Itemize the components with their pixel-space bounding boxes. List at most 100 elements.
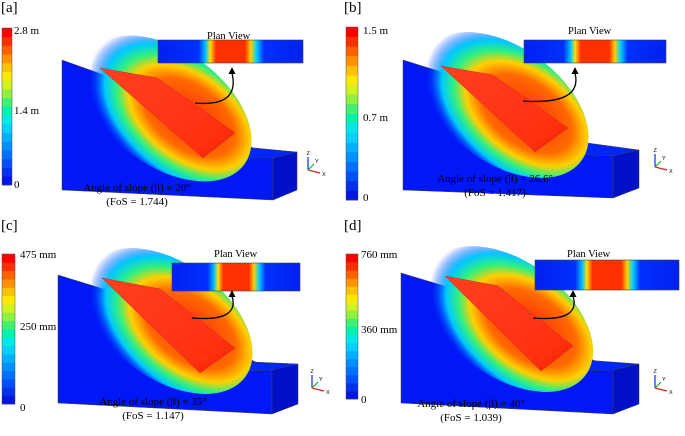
colorbar-max-label: 1.5 m: [363, 25, 389, 37]
plan-view-title: Plan View: [567, 249, 611, 260]
z-axis-letter: Z: [654, 148, 658, 154]
colorbar-band: [2, 370, 15, 380]
panel-label: [a]: [1, 0, 18, 16]
slope-angle-label: Angle of slope (β) = 20°: [83, 182, 191, 194]
colorbar-band: [2, 89, 12, 99]
model-graphic: ZY X: [345, 246, 680, 415]
colorbar-band: [2, 176, 12, 186]
y-axis-line: [307, 163, 315, 171]
model-end-face: [272, 151, 298, 201]
colorbar-band: [2, 354, 15, 363]
colorbar-max-label: 475 mm: [20, 249, 57, 261]
colorbar-band: [2, 62, 12, 73]
plan-view-title: Plan View: [568, 26, 612, 37]
colorbar-band: [2, 279, 15, 288]
colorbar-band: [2, 80, 12, 90]
colorbar-band: [2, 97, 12, 107]
model-graphic: ZY X: [345, 26, 673, 201]
colorbar-band: [346, 326, 358, 335]
panel-label: [d]: [344, 218, 362, 234]
colorbar-frame: [345, 26, 359, 201]
colorbar-band: [346, 75, 358, 86]
callout-arrowhead: [228, 67, 236, 74]
colorbar-band: [2, 150, 12, 160]
slope-angle-label: Angle of slope (β) = 35°: [99, 396, 207, 408]
colorbar-band: [346, 65, 358, 76]
colorbar-band: [346, 278, 358, 287]
callout-arrow: [532, 295, 575, 320]
colorbar-band: [2, 123, 12, 134]
colorbar-min-label: 0: [361, 394, 367, 406]
callout-arrow: [191, 295, 234, 320]
z-axis-letter: Z: [307, 151, 311, 157]
model-end-face: [612, 363, 640, 415]
colorbar-band: [2, 167, 12, 177]
fos-label: (FoS = 1.744): [106, 196, 168, 208]
colorbar-band: [2, 295, 15, 305]
colorbar-band: [346, 358, 358, 368]
colorbar-band: [346, 342, 358, 352]
colorbar-band: [346, 142, 358, 153]
colorbar-frame: [345, 253, 359, 400]
model-end-face: [271, 363, 299, 415]
colorbar-band: [346, 132, 358, 143]
colorbar-band: [346, 318, 358, 327]
colorbar-band: [346, 350, 358, 360]
colorbar-band: [2, 158, 12, 168]
plan-view-strip: [523, 39, 667, 64]
colorbar-max-label: 760 mm: [361, 249, 398, 261]
fos-label: (FoS = 1.417): [464, 187, 526, 199]
colorbar-band: [346, 84, 358, 95]
colorbar-band: [2, 262, 15, 272]
y-axis-letter: Y: [315, 159, 319, 165]
colorbar-max-label: 2.8 m: [14, 25, 40, 37]
x-axis-letter: X: [669, 390, 673, 396]
colorbar-band: [2, 36, 12, 46]
colorbar-band: [346, 180, 358, 191]
colorbar-min-label: 0: [14, 179, 20, 191]
colorbar-band: [2, 141, 12, 151]
colorbar-band: [2, 287, 15, 297]
colorbar-band: [2, 337, 15, 347]
slope-face: [101, 277, 236, 374]
plan-view-strip: [534, 259, 680, 291]
colorbar-band: [2, 320, 15, 330]
colorbar-mid-label: 0.7 m: [363, 112, 389, 124]
x-axis-letter: X: [326, 390, 330, 396]
x-axis-line: [307, 169, 321, 174]
fos-label: (FoS = 1.039): [440, 412, 502, 424]
y-axis-letter: Y: [319, 377, 323, 383]
colorbar-mid-label: 360 mm: [361, 324, 398, 336]
colorbar-band: [2, 254, 15, 263]
y-axis-letter: Y: [662, 377, 666, 383]
colorbar-band: [346, 103, 358, 114]
x-axis-line: [654, 166, 668, 171]
colorbar-band: [346, 113, 358, 124]
colorbar-band: [346, 36, 358, 47]
y-axis-line: [654, 160, 662, 168]
plan-view-title: Plan View: [207, 31, 251, 42]
colorbar-band: [2, 54, 12, 64]
colorbar-band: [346, 382, 358, 392]
colorbar-band: [346, 334, 358, 344]
colorbar-band: [2, 379, 15, 388]
colorbar-band: [346, 390, 358, 400]
colorbar-band: [346, 294, 358, 303]
plan-view-strip: [157, 39, 304, 64]
slope-angle-label: Angle of slope (β) = 40°: [417, 398, 525, 410]
colorbar-band: [346, 46, 358, 57]
x-axis-letter: X: [669, 169, 673, 175]
colorbar-frame: [1, 27, 13, 186]
slope-angle-label: Angle of slope (β) = 26.6°: [437, 173, 553, 185]
colorbar-band: [2, 28, 12, 38]
y-axis-line: [311, 381, 319, 389]
colorbar-band: [2, 132, 12, 142]
callout-arrowhead: [571, 67, 579, 74]
colorbar-band: [346, 366, 358, 376]
colorbar-band: [346, 302, 358, 311]
colorbar-band: [346, 171, 358, 182]
x-axis-line: [654, 387, 668, 392]
slope-face: [99, 67, 236, 159]
